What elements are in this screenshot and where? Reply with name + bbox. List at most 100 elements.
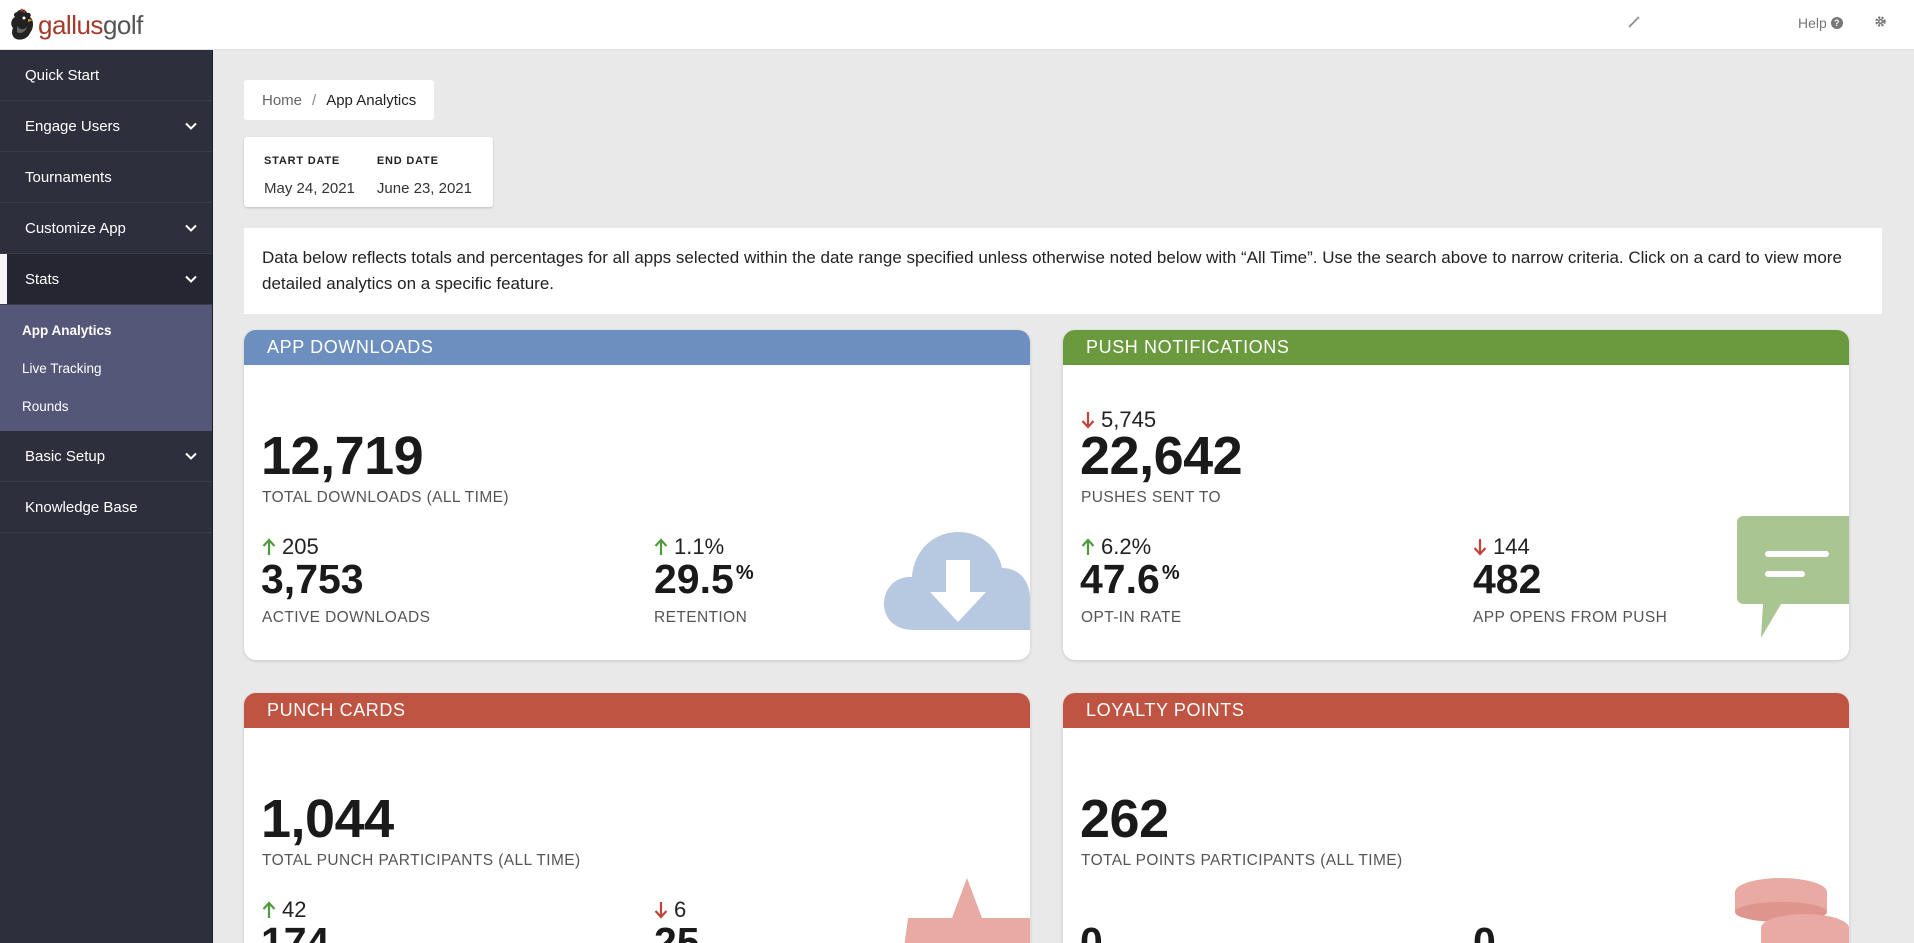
pushes-sent-delta: 5,745 <box>1081 407 1156 433</box>
delta-value: 144 <box>1493 534 1530 559</box>
chevron-down-icon <box>185 224 197 232</box>
app-opens-value: 482 <box>1473 556 1542 602</box>
start-date-value: May 24, 2021 <box>264 180 355 197</box>
sidebar-subitem-app-analytics[interactable]: App Analytics <box>22 322 112 338</box>
active-downloads-delta: 205 <box>262 534 319 560</box>
push-notifications-card[interactable]: PUSH NOTIFICATIONS 5,745 22,642 PUSHES S… <box>1063 330 1849 660</box>
arrow-down-icon <box>1473 539 1487 556</box>
brand-name-part1: gallus <box>38 9 103 40</box>
chevron-down-icon <box>185 275 197 283</box>
total-punch-participants-label: TOTAL PUNCH PARTICIPANTS (ALL TIME) <box>262 852 581 869</box>
retention-delta: 1.1% <box>654 534 724 560</box>
breadcrumb: Home / App Analytics <box>244 80 435 120</box>
punch-left-delta: 42 <box>262 897 306 923</box>
magic-wand-icon[interactable] <box>1628 15 1641 31</box>
total-downloads-label: TOTAL DOWNLOADS (ALL TIME) <box>262 489 509 506</box>
end-date-label: END DATE <box>376 155 439 167</box>
total-downloads-value: 12,719 <box>261 426 424 486</box>
punch-cards-card[interactable]: PUNCH CARDS 1,044 TOTAL PUNCH PARTICIPAN… <box>244 693 1030 943</box>
sidebar-item-engage-users[interactable]: Engage Users <box>0 101 212 152</box>
sidebar-item-label: Tournaments <box>25 168 112 186</box>
opt-in-unit: % <box>1161 562 1180 584</box>
sidebar-item-label: Quick Start <box>25 66 100 84</box>
retention-value: 29.5% <box>654 556 754 603</box>
arrow-up-icon <box>1081 538 1095 555</box>
sidebar-subitem-rounds[interactable]: Rounds <box>22 398 69 414</box>
delta-value: 6.2% <box>1101 534 1152 559</box>
start-date[interactable]: START DATE May 24, 2021 <box>264 155 355 207</box>
arrow-up-icon <box>654 538 668 555</box>
top-bar: gallusgolf Help ? <box>0 0 1914 50</box>
app-opens-delta: 144 <box>1473 534 1530 560</box>
retention-number: 29.5 <box>654 556 734 602</box>
start-date-label: START DATE <box>264 155 341 167</box>
delta-value: 5,745 <box>1101 407 1157 432</box>
stats-submenu: App Analytics Live Tracking Rounds <box>0 305 212 431</box>
pushes-sent-value: 22,642 <box>1080 426 1243 486</box>
punch-right-delta: 6 <box>654 897 686 923</box>
gear-icon[interactable] <box>1874 15 1887 31</box>
punch-right-value: 25 <box>654 919 700 943</box>
total-points-participants-label: TOTAL POINTS PARTICIPANTS (ALL TIME) <box>1081 852 1403 869</box>
sidebar-item-label: Knowledge Base <box>25 498 138 516</box>
breadcrumb-home-link[interactable]: Home <box>262 91 303 109</box>
opt-in-number: 47.6 <box>1080 556 1160 602</box>
opt-in-rate-value: 47.6% <box>1080 556 1180 603</box>
active-downloads-label: ACTIVE DOWNLOADS <box>262 609 431 626</box>
loyalty-left-value: 0 <box>1080 919 1103 943</box>
end-date[interactable]: END DATE June 23, 2021 <box>377 155 472 207</box>
app-opens-label: APP OPENS FROM PUSH <box>1473 609 1668 626</box>
sidebar-item-label: Customize App <box>25 219 126 237</box>
arrow-down-icon <box>654 902 668 919</box>
help-link[interactable]: Help ? <box>1798 15 1843 31</box>
card-title: APP DOWNLOADS <box>244 330 1030 365</box>
delta-value: 42 <box>282 897 307 922</box>
sidebar-item-customize-app[interactable]: Customize App <box>0 203 212 254</box>
sidebar-item-label: Stats <box>25 270 60 288</box>
opt-in-rate-label: OPT-IN RATE <box>1081 609 1182 626</box>
loyalty-points-card[interactable]: LOYALTY POINTS 262 TOTAL POINTS PARTICIP… <box>1063 693 1849 943</box>
chat-bubble-icon <box>1737 516 1849 638</box>
cloud-download-icon <box>884 532 1030 630</box>
breadcrumb-separator: / <box>312 91 317 109</box>
pushes-sent-label: PUSHES SENT TO <box>1081 489 1221 506</box>
sidebar-subitem-live-tracking[interactable]: Live Tracking <box>22 360 102 376</box>
chevron-down-icon <box>185 452 197 460</box>
sidebar-item-stats[interactable]: Stats <box>0 254 212 305</box>
total-punch-participants-value: 1,044 <box>261 789 394 849</box>
card-title: LOYALTY POINTS <box>1063 693 1849 728</box>
card-title: PUSH NOTIFICATIONS <box>1063 330 1849 365</box>
question-circle-icon: ? <box>1830 17 1843 29</box>
active-downloads-value: 3,753 <box>261 556 364 602</box>
help-label: Help <box>1798 15 1827 31</box>
total-points-participants-value: 262 <box>1080 789 1169 849</box>
arrow-up-icon <box>262 538 276 555</box>
date-range-picker[interactable]: START DATE May 24, 2021 END DATE June 23… <box>244 137 493 207</box>
star-icon <box>904 878 1030 943</box>
sidebar-item-basic-setup[interactable]: Basic Setup <box>0 431 212 482</box>
end-date-value: June 23, 2021 <box>376 180 472 197</box>
retention-label: RETENTION <box>654 609 748 626</box>
sidebar-item-knowledge-base[interactable]: Knowledge Base <box>0 482 212 533</box>
info-notice: Data below reflects totals and percentag… <box>244 228 1882 314</box>
sidebar-item-label: Basic Setup <box>25 447 106 465</box>
delta-value: 205 <box>282 534 319 559</box>
rooster-logo-icon <box>11 8 33 40</box>
card-title: PUNCH CARDS <box>244 693 1030 728</box>
opt-in-rate-delta: 6.2% <box>1081 534 1151 560</box>
arrow-down-icon <box>1081 412 1095 429</box>
sidebar-item-quick-start[interactable]: Quick Start <box>0 50 212 101</box>
brand-name-part2: golf <box>102 9 143 40</box>
breadcrumb-current: App Analytics <box>326 91 417 109</box>
coin-stack-icon <box>1735 878 1849 943</box>
delta-value: 1.1% <box>674 534 725 559</box>
loyalty-right-value: 0 <box>1473 919 1496 943</box>
app-downloads-card[interactable]: APP DOWNLOADS 12,719 TOTAL DOWNLOADS (AL… <box>244 330 1030 660</box>
sidebar-item-tournaments[interactable]: Tournaments <box>0 152 212 203</box>
chevron-down-icon <box>185 122 197 130</box>
arrow-up-icon <box>262 901 276 918</box>
retention-unit: % <box>735 562 754 584</box>
brand-logo[interactable]: gallusgolf <box>8 8 143 42</box>
sidebar: Quick Start Engage Users Tournaments Cus… <box>0 50 213 943</box>
brand-name: gallusgolf <box>38 10 143 41</box>
